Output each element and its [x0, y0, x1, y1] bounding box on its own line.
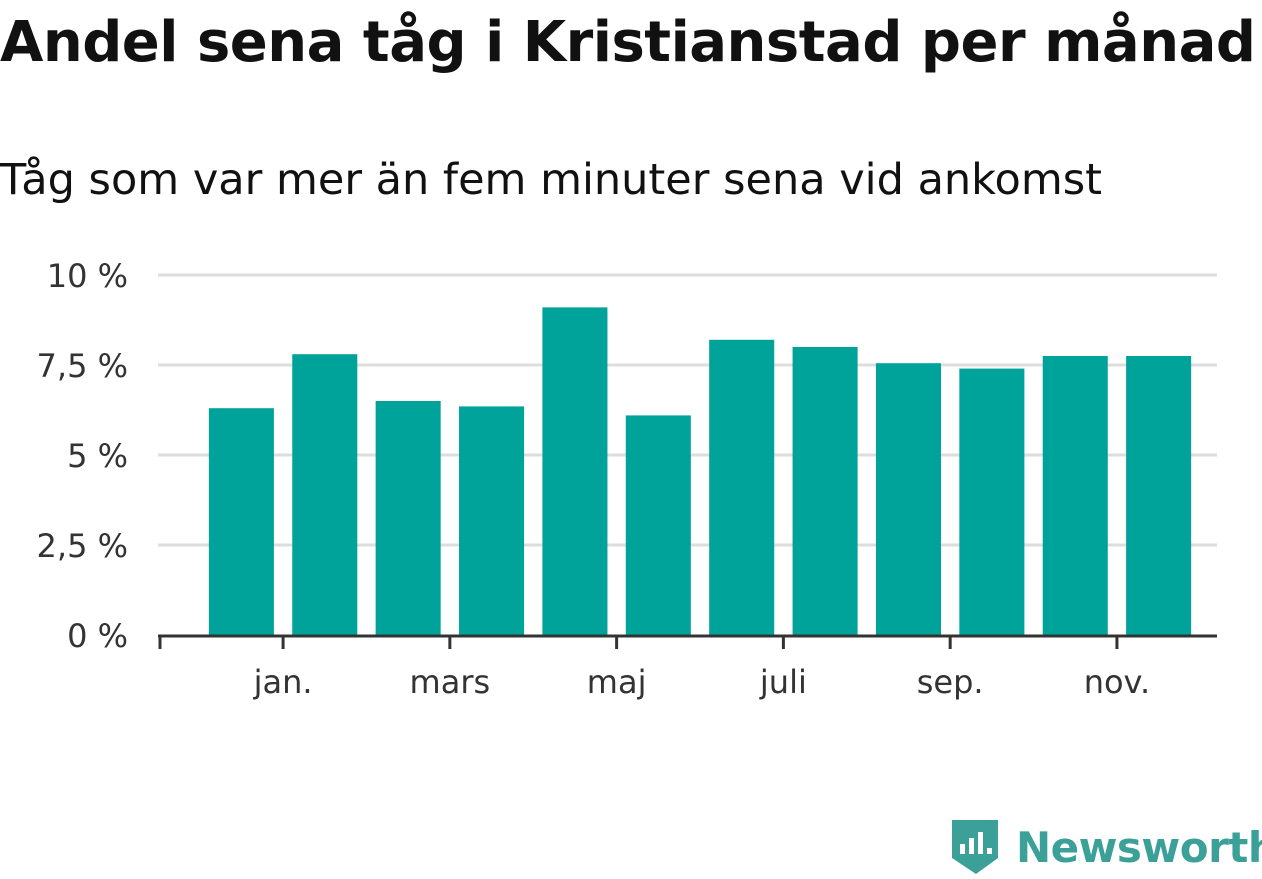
bar: [542, 307, 608, 635]
newsworthy-logo-icon: [952, 820, 998, 874]
bar: [292, 354, 358, 635]
y-tick-label: 0 %: [67, 617, 128, 655]
x-axis: [158, 634, 1217, 649]
y-tick-label: 5 %: [67, 437, 128, 475]
chart-title: Andel sena tåg i Kristianstad per månad: [0, 10, 1256, 75]
bar: [875, 363, 941, 635]
x-tick-label: mars: [410, 663, 491, 701]
x-tick-label: sep.: [917, 663, 984, 701]
bar: [375, 401, 441, 635]
y-tick-label: 2,5 %: [37, 527, 128, 565]
x-axis-ticks: jan. mars maj juli sep. nov.: [253, 635, 1150, 701]
newsworthy-logo: Newsworthy: [950, 818, 1262, 876]
brand-name: Newsworthy: [1016, 822, 1262, 872]
chart-subtitle: Tåg som var mer än fem minuter sena vid …: [0, 155, 1103, 205]
bars: [208, 307, 1192, 635]
x-tick-label: nov.: [1084, 663, 1150, 701]
y-tick-label: 7,5 %: [37, 347, 128, 385]
x-tick-label: jan.: [253, 663, 313, 701]
bar: [1126, 356, 1192, 635]
bar: [792, 347, 858, 635]
bar: [208, 408, 274, 635]
bar: [959, 368, 1025, 635]
bar: [1042, 356, 1108, 635]
bar: [459, 406, 525, 635]
bar: [625, 415, 691, 635]
bar: [709, 339, 775, 635]
x-tick-label: maj: [587, 663, 647, 701]
y-axis-ticks: 0 % 2,5 % 5 % 7,5 % 10 %: [37, 257, 128, 655]
y-tick-label: 10 %: [47, 257, 128, 295]
x-tick-label: juli: [759, 663, 807, 701]
